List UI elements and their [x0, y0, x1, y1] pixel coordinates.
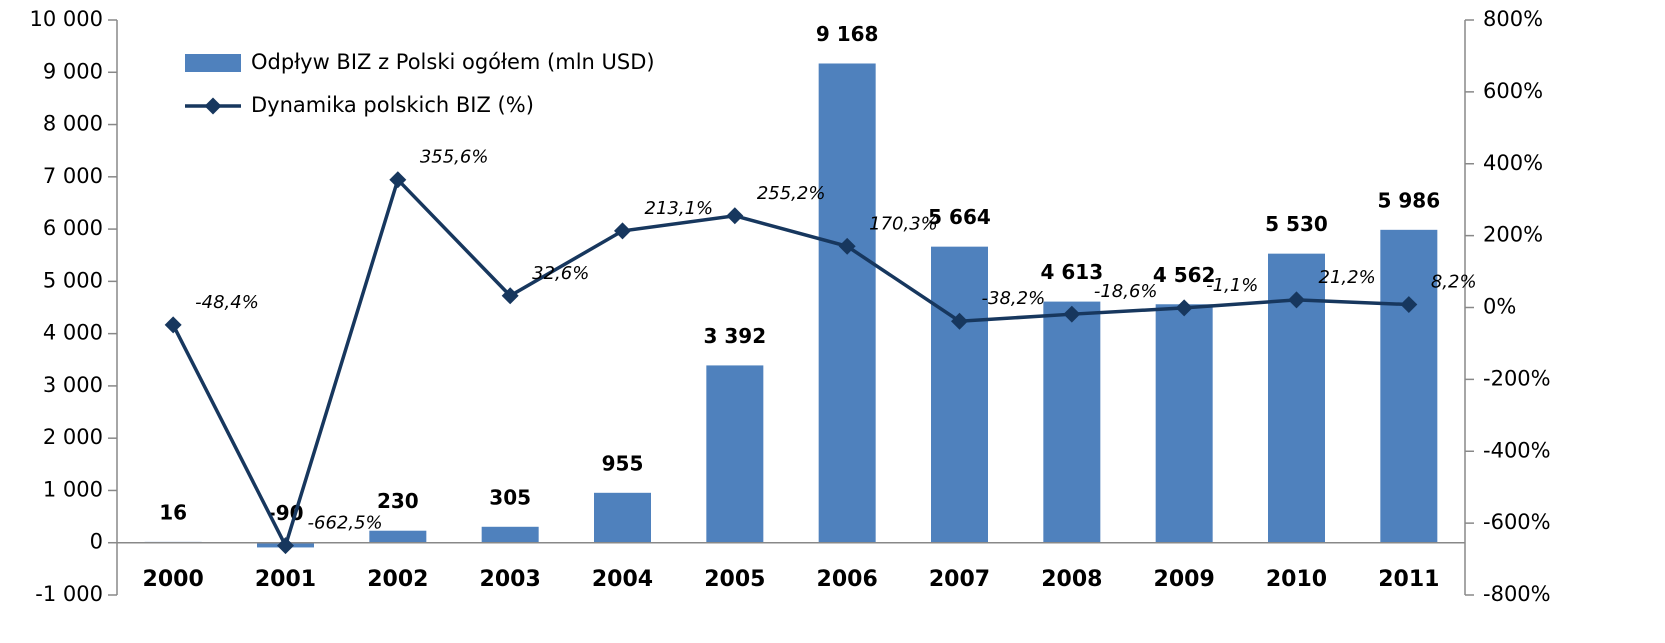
x-tick-label: 2009: [1154, 567, 1215, 592]
line-label: 8,2%: [1431, 272, 1477, 293]
line-label: 213,1%: [645, 198, 714, 219]
y-tick-label: -1 000: [35, 582, 103, 606]
y-tick-label: 5 000: [43, 268, 103, 292]
legend-marker: [204, 97, 222, 115]
marker: [277, 537, 294, 555]
y2-tick-label: 200%: [1483, 223, 1543, 247]
y2-tick-label: 400%: [1483, 151, 1543, 175]
bar: [1380, 229, 1438, 543]
bar: [818, 63, 876, 543]
bar: [1155, 304, 1213, 543]
bar-label: 305: [489, 485, 531, 509]
marker: [838, 237, 856, 255]
y-tick-label: 1 000: [43, 477, 103, 501]
legend-label: Odpływ BIZ z Polski ogółem (mln USD): [251, 50, 655, 74]
bar: [931, 246, 988, 543]
bar: [594, 492, 651, 543]
x-tick-label: 2000: [143, 567, 204, 592]
x-tick-label: 2001: [255, 567, 316, 592]
x-tick-label: 2007: [929, 567, 990, 592]
x-tick-label: 2004: [592, 567, 653, 592]
y2-tick-label: 0%: [1483, 295, 1516, 319]
x-tick-label: 2003: [480, 567, 541, 592]
y-tick-label: 6 000: [43, 216, 103, 240]
legend-label: Dynamika polskich BIZ (%): [251, 93, 534, 117]
bar-label: 5 664: [928, 205, 991, 229]
y-tick-label: 0: [90, 530, 103, 554]
x-tick-label: 2005: [704, 567, 765, 592]
y2-tick-label: -800%: [1483, 582, 1551, 606]
y2-tick-label: 600%: [1483, 79, 1543, 103]
line-label: -38,2%: [982, 288, 1046, 309]
line-label: -662,5%: [308, 513, 383, 534]
y-tick-label: 8 000: [43, 112, 103, 136]
bar-label: 3 392: [704, 324, 767, 348]
bar: [1043, 301, 1101, 543]
y-tick-label: 2 000: [43, 425, 103, 449]
marker: [726, 207, 744, 225]
y-tick-label: 9 000: [43, 59, 103, 83]
y2-tick-label: -400%: [1483, 438, 1551, 462]
line-label: -18,6%: [1094, 281, 1158, 302]
line-label: 170,3%: [869, 213, 938, 234]
x-tick-label: 2010: [1266, 567, 1327, 592]
bar-label: 16: [159, 500, 187, 524]
y2-tick-label: -600%: [1483, 510, 1551, 534]
line-label: 21,2%: [1319, 267, 1376, 288]
y-tick-label: 10 000: [30, 7, 103, 31]
legend-swatch: [185, 54, 241, 72]
y2-tick-label: 800%: [1483, 7, 1543, 31]
line-label: -1,1%: [1206, 275, 1258, 296]
bar-label: 230: [377, 489, 419, 513]
line-label: 32,6%: [532, 263, 589, 284]
x-tick-label: 2006: [817, 567, 878, 592]
bar-label: 4 613: [1041, 260, 1104, 284]
bar: [706, 365, 764, 543]
y-tick-label: 3 000: [43, 373, 103, 397]
marker: [951, 312, 968, 330]
y-tick-label: 4 000: [43, 321, 103, 345]
y-tick-label: 7 000: [43, 164, 103, 188]
marker: [389, 171, 407, 189]
bar-label: 5 530: [1265, 212, 1328, 236]
line-label: -48,4%: [195, 292, 259, 313]
y2-tick-label: -200%: [1483, 366, 1551, 390]
line: [171, 176, 1409, 551]
line-label: 355,6%: [420, 147, 489, 168]
marker: [164, 316, 182, 334]
line-label: 255,2%: [757, 183, 826, 204]
bar-label: 4 562: [1153, 263, 1216, 287]
bar-label: 5 986: [1378, 188, 1441, 212]
bar-label: 955: [602, 451, 644, 475]
x-tick-label: 2002: [367, 567, 428, 592]
bar: [369, 530, 427, 543]
marker: [614, 222, 631, 240]
bar-label: 9 168: [816, 22, 879, 46]
x-tick-label: 2008: [1041, 567, 1102, 592]
bar: [481, 526, 539, 543]
x-tick-label: 2011: [1378, 567, 1439, 592]
